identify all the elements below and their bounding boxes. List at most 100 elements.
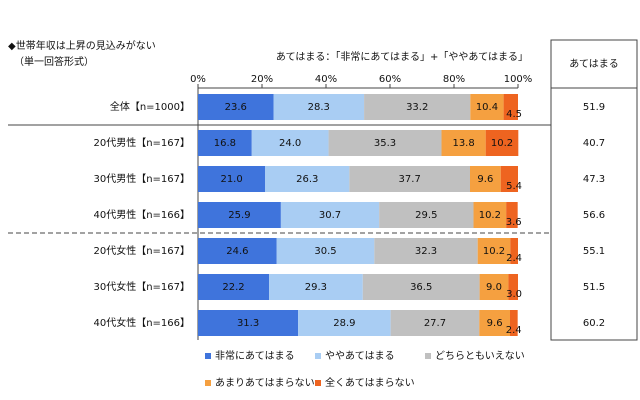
value-label: 30.5	[314, 246, 336, 257]
bar-segment	[364, 94, 471, 120]
table-value: 56.6	[583, 210, 605, 221]
bar-segment	[328, 130, 442, 156]
value-label: 26.3	[296, 174, 318, 185]
bar-segment	[470, 166, 501, 192]
bar-segment	[374, 238, 478, 264]
bar-segment	[470, 94, 504, 120]
legend-label: ややあてはまる	[325, 350, 395, 362]
bar-segment	[198, 166, 266, 192]
bar-segment	[298, 310, 391, 336]
value-label: 22.2	[222, 282, 244, 293]
value-label: 27.7	[424, 318, 446, 329]
value-label: 35.3	[374, 138, 396, 149]
bar-segment	[198, 238, 277, 264]
bar-segment	[198, 130, 252, 156]
bar-segment	[280, 202, 380, 228]
bar-segment	[198, 94, 274, 120]
bar-segment	[477, 238, 511, 264]
bar-segment	[273, 94, 365, 120]
y-tick-label: 30代女性【n=167】	[93, 280, 190, 293]
value-label: 28.9	[333, 318, 355, 329]
y-tick-label: 20代男性【n=167】	[93, 136, 190, 149]
value-label: 36.5	[410, 282, 432, 293]
value-label: 9.6	[477, 174, 493, 185]
legend-swatch	[425, 353, 431, 359]
legend-label: 非常にあてはまる	[215, 349, 295, 362]
bar-segment	[349, 166, 470, 192]
value-label: 10.2	[491, 138, 513, 149]
value-label: 37.7	[399, 174, 421, 185]
value-label: 4.5	[506, 109, 522, 120]
y-tick-label: 40代男性【n=166】	[93, 208, 190, 221]
x-tick-label: 100%	[504, 74, 533, 85]
bar-segment	[269, 274, 363, 300]
table-value: 51.5	[583, 282, 605, 293]
bar-segment	[390, 310, 480, 336]
legend-swatch	[205, 353, 211, 359]
bar-segment	[379, 202, 474, 228]
chart-subtitle: （単一回答形式）	[14, 55, 94, 68]
value-label: 23.6	[225, 102, 247, 113]
table-header: あてはまる	[569, 58, 619, 70]
value-label: 24.6	[226, 246, 248, 257]
value-label: 21.0	[220, 174, 242, 185]
legend-label: あまりあてはまらない	[215, 377, 315, 389]
bar-segment	[198, 310, 299, 336]
table-frame	[550, 39, 638, 341]
y-tick-label: 30代男性【n=167】	[93, 172, 190, 185]
bar-segment	[198, 274, 270, 300]
value-label: 28.3	[308, 102, 330, 113]
bar-segment	[276, 238, 375, 264]
bar-segment	[198, 202, 281, 228]
bar-segment	[500, 166, 518, 192]
table-value: 55.1	[583, 246, 605, 257]
note: あてはまる：「非常にあてはまる」+「ややあてはまる」	[276, 50, 528, 63]
bar-segment	[362, 274, 480, 300]
x-tick-label: 0%	[190, 74, 206, 85]
x-tick-label: 60%	[379, 74, 401, 85]
value-label: 10.4	[476, 102, 498, 113]
value-label: 2.4	[506, 325, 522, 336]
value-label: 30.7	[319, 210, 341, 221]
value-label: 3.6	[506, 217, 522, 228]
bar-segment	[510, 310, 518, 336]
legend-label: 全くあてはまらない	[325, 376, 415, 389]
table-value: 60.2	[583, 318, 605, 329]
value-label: 32.3	[415, 246, 437, 257]
y-tick-label: 20代女性【n=167】	[93, 244, 190, 257]
bar-segment	[508, 274, 518, 300]
legend-swatch	[315, 380, 321, 386]
x-tick-label: 80%	[443, 74, 465, 85]
y-tick-label: 全体【n=1000】	[110, 100, 190, 113]
bar-segment	[441, 130, 486, 156]
x-tick-label: 40%	[315, 74, 337, 85]
value-label: 9.6	[487, 318, 503, 329]
legend-swatch	[315, 353, 321, 359]
value-label: 10.2	[479, 210, 501, 221]
table-value: 47.3	[583, 174, 605, 185]
bar-segment	[479, 274, 509, 300]
x-tick-label: 20%	[251, 74, 273, 85]
value-label: 10.2	[483, 246, 505, 257]
bar-segment	[506, 202, 518, 228]
value-label: 24.0	[279, 138, 301, 149]
bar-segment	[479, 310, 510, 336]
value-label: 13.8	[452, 138, 474, 149]
bar-segment	[510, 238, 518, 264]
chart-title: ◆世帯年収は上昇の見込みがない	[8, 39, 156, 52]
value-label: 25.9	[228, 210, 250, 221]
bar-segment	[251, 130, 329, 156]
bar-segment	[485, 130, 519, 156]
value-label: 29.5	[415, 210, 437, 221]
table-value: 51.9	[583, 102, 605, 113]
value-label: 31.3	[237, 318, 259, 329]
legend-label: どちらともいえない	[435, 350, 525, 362]
value-label: 29.3	[305, 282, 327, 293]
value-label: 33.2	[406, 102, 428, 113]
value-label: 3.0	[506, 289, 522, 300]
table-value: 40.7	[583, 138, 605, 149]
y-tick-label: 40代女性【n=166】	[93, 316, 190, 329]
bar-segment	[265, 166, 350, 192]
